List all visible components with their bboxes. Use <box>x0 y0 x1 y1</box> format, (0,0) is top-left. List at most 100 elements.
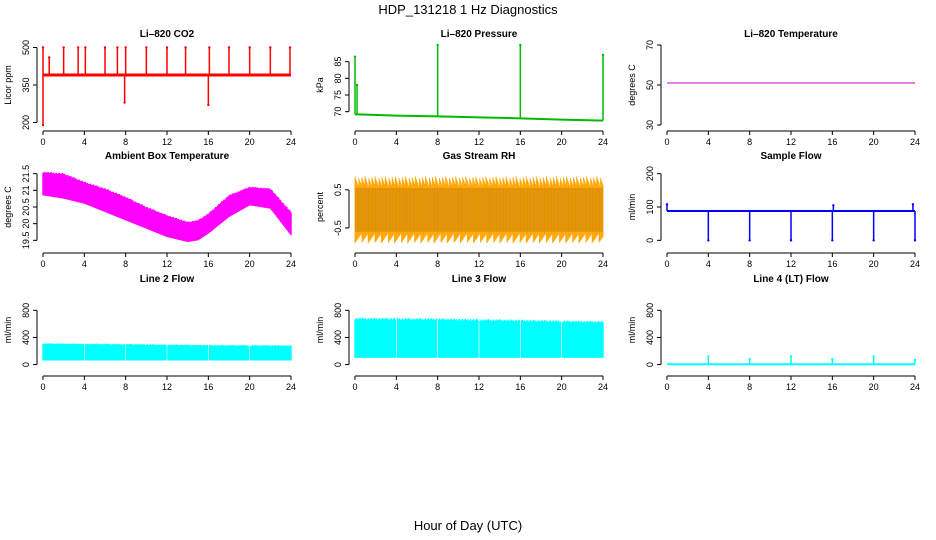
x-tick-label: 16 <box>515 137 525 147</box>
x-tick-label: 8 <box>747 137 752 147</box>
x-tick-label: 12 <box>162 259 172 269</box>
y-tick-label: 200 <box>645 166 655 181</box>
panel-title: Sample Flow <box>760 151 821 162</box>
y-tick-label: 50 <box>645 80 655 90</box>
x-tick-label: 24 <box>910 137 920 147</box>
x-tick-label: 0 <box>664 382 669 392</box>
data-point <box>913 239 917 242</box>
panel-title: Line 2 Flow <box>140 274 195 285</box>
y-axis-label: kPa <box>315 77 325 93</box>
x-tick-label: 20 <box>557 259 567 269</box>
data-point <box>208 46 211 49</box>
y-tick-label: 400 <box>333 330 343 345</box>
x-tick-label: 4 <box>82 137 87 147</box>
x-tick-label: 20 <box>557 137 567 147</box>
panel-title: Li–820 CO2 <box>140 29 195 40</box>
y-axis-label: percent <box>315 191 325 222</box>
x-tick-label: 0 <box>664 137 669 147</box>
data-point <box>831 239 834 242</box>
x-tick-label: 0 <box>40 382 45 392</box>
x-tick-label: 4 <box>706 137 711 147</box>
panel-6: Sample Flow ml/min 0 4 8 12 16 20 24 0 100 200 <box>627 151 920 269</box>
x-tick-label: 8 <box>747 382 752 392</box>
x-tick-label: 24 <box>286 259 296 269</box>
panel-2: Li–820 Pressure kPa 0 4 8 12 16 20 24 70 75 80 85 <box>315 29 608 147</box>
x-tick-label: 8 <box>435 382 440 392</box>
x-tick-label: 24 <box>598 137 608 147</box>
x-tick-label: 24 <box>910 259 920 269</box>
y-tick-label: 0 <box>645 238 655 243</box>
y-tick-label: 400 <box>645 330 655 345</box>
y-tick-label: 800 <box>333 303 343 318</box>
panel-7: Line 2 Flow ml/min 0 4 8 12 16 20 24 0 400 800 <box>3 274 296 392</box>
plot-area <box>667 355 917 366</box>
data-point <box>41 46 45 49</box>
data-point <box>116 46 119 49</box>
y-axis-label: degrees C <box>627 64 637 106</box>
x-tick-label: 16 <box>827 137 837 147</box>
plot-area <box>42 343 292 361</box>
data-point <box>124 46 127 49</box>
data-point <box>789 355 793 358</box>
x-tick-label: 12 <box>162 137 172 147</box>
data-point <box>288 46 292 49</box>
y-tick-label: 21 <box>21 185 31 195</box>
panel-title: Li–820 Pressure <box>441 29 518 40</box>
plot-area <box>354 317 604 358</box>
data-point <box>165 46 169 49</box>
figure-title: HDP_131218 1 Hz Diagnostics <box>378 2 558 17</box>
data-point <box>832 204 835 207</box>
x-tick-label: 16 <box>203 382 213 392</box>
y-tick-label: 0 <box>645 362 655 367</box>
data-point <box>103 46 107 49</box>
data-point <box>207 103 210 107</box>
x-tick-label: 24 <box>598 382 608 392</box>
y-tick-label: 400 <box>21 330 31 345</box>
y-tick-label: 0 <box>333 362 343 367</box>
x-tick-label: 16 <box>203 137 213 147</box>
data-point <box>227 46 231 49</box>
y-tick-label: 500 <box>21 40 31 55</box>
x-tick-label: 0 <box>352 382 357 392</box>
x-tick-label: 12 <box>474 137 484 147</box>
y-tick-label: 20 <box>21 219 31 229</box>
data-point <box>248 46 251 49</box>
data-point <box>436 43 439 47</box>
panel-4: Ambient Box Temperature degrees C 0 4 8 12 16 2… <box>3 151 296 269</box>
y-tick-label: 800 <box>645 303 655 318</box>
x-tick-label: 4 <box>394 382 399 392</box>
data-point <box>123 101 126 104</box>
plot-area <box>41 46 292 127</box>
x-tick-label: 20 <box>245 137 255 147</box>
y-axis-label: ml/min <box>627 317 637 344</box>
x-tick-label: 20 <box>869 137 879 147</box>
panel-title: Li–820 Temperature <box>744 29 838 40</box>
x-tick-label: 20 <box>557 382 567 392</box>
data-point <box>269 46 272 49</box>
y-axis-label: ml/min <box>3 317 13 344</box>
data-point <box>184 46 187 49</box>
data-point <box>62 46 65 49</box>
panel-title: Line 4 (LT) Flow <box>753 274 829 285</box>
y-tick-label: 70 <box>645 40 655 50</box>
x-tick-label: 20 <box>245 382 255 392</box>
x-tick-label: 8 <box>123 382 128 392</box>
x-tick-label: 0 <box>40 137 45 147</box>
x-tick-label: 0 <box>352 259 357 269</box>
x-tick-label: 8 <box>123 259 128 269</box>
data-point <box>789 239 793 242</box>
x-tick-label: 16 <box>827 382 837 392</box>
x-tick-label: 8 <box>747 259 752 269</box>
x-tick-label: 24 <box>910 382 920 392</box>
data-point <box>48 56 51 59</box>
data-point <box>76 46 80 49</box>
x-tick-label: 12 <box>786 259 796 269</box>
y-tick-label: 800 <box>21 303 31 318</box>
y-axis-label: degrees C <box>3 186 13 228</box>
y-axis-label: Licor ppm <box>3 65 13 105</box>
y-tick-label: 0.5 <box>333 184 343 197</box>
x-tick-label: 4 <box>706 259 711 269</box>
data-point <box>41 123 45 127</box>
x-tick-label: 20 <box>869 382 879 392</box>
